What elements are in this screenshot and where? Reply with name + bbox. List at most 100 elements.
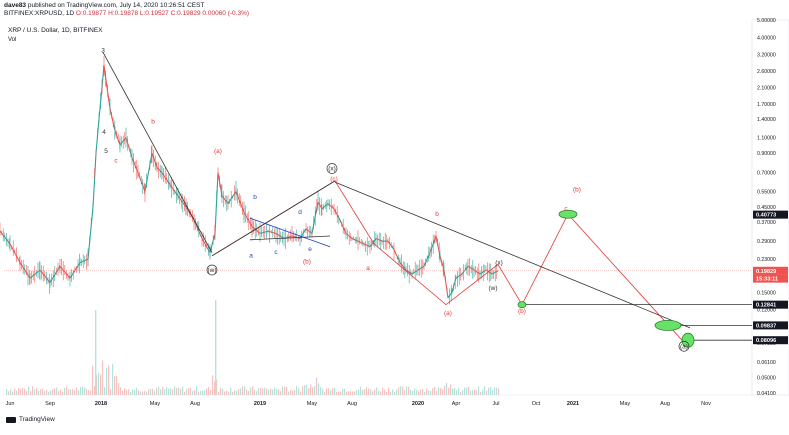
volume-bar	[196, 386, 198, 395]
price-label: 15:33:11	[756, 277, 778, 283]
volume-bar	[86, 388, 88, 395]
volume-bar	[258, 388, 260, 395]
volume-bar	[140, 391, 142, 395]
target-zone-ellipse	[654, 320, 682, 331]
tradingview-logo[interactable]: TradingView	[6, 416, 55, 423]
price-label-box	[753, 274, 788, 283]
volume-bar	[322, 388, 324, 395]
target-zone-ellipse	[517, 301, 527, 309]
volume-bar	[204, 390, 206, 395]
volume-bar	[148, 389, 150, 395]
volume-bar	[278, 389, 280, 395]
volume-bar	[242, 386, 244, 395]
volume-bar	[380, 391, 382, 395]
volume-bar	[66, 386, 68, 395]
volume-bar	[370, 389, 372, 395]
volume-bar	[68, 389, 70, 395]
volume-bar	[338, 391, 340, 395]
wave-path	[211, 180, 683, 341]
price-tick-label: 0.70000	[757, 171, 776, 177]
volume-bar	[424, 391, 426, 395]
author-name[interactable]: dave83	[4, 2, 27, 9]
volume-bar	[432, 388, 434, 395]
volume-bar	[82, 386, 84, 395]
volume-bar	[130, 391, 132, 395]
volume-bar	[162, 386, 164, 395]
volume-bar	[114, 376, 116, 395]
volume-bar	[390, 391, 392, 395]
price-axis[interactable]: 5.00000 4.00000 3.20000 2.60000 2.10000 1.700…	[753, 18, 788, 397]
price-tick-label: 0.37000	[757, 220, 776, 226]
volume-bar	[268, 389, 270, 395]
volume-bar	[48, 391, 50, 395]
volume-bar	[138, 390, 140, 395]
volume-bar	[428, 390, 430, 395]
price-segment	[169, 184, 179, 197]
volume-bar	[288, 391, 290, 395]
wave-label: c	[274, 249, 278, 256]
wave-label: (x)	[328, 166, 336, 173]
price-segment	[267, 230, 277, 235]
wave-label: 5	[104, 148, 108, 155]
time-tick-label: Apr	[452, 401, 461, 407]
volume-bar	[194, 390, 196, 395]
price-segment	[156, 166, 163, 174]
volume-bar	[212, 375, 214, 395]
volume-bar	[108, 365, 110, 395]
volume-bar	[46, 389, 48, 395]
volume-bar	[476, 390, 478, 395]
price-tick-label: 0.29000	[757, 239, 776, 245]
volume-bar	[386, 391, 388, 395]
price-segment	[161, 172, 171, 185]
volume-bar	[200, 390, 202, 395]
volume-bar	[250, 387, 252, 395]
volume-bar	[408, 386, 410, 395]
volume-label: Vol	[8, 37, 16, 43]
target-zones	[517, 209, 695, 348]
volume-bar	[84, 387, 86, 395]
time-axis[interactable]: Jun Sep 2018 May Aug 2019 May Aug 2020 Apr Jul Oct 2…	[6, 401, 712, 407]
volume-bar	[414, 388, 416, 395]
wave-label: (b)	[303, 258, 311, 265]
volume-bar	[164, 389, 166, 395]
volume-bar	[274, 387, 276, 395]
wave-label: (a)	[444, 310, 452, 317]
volume-bar	[168, 388, 170, 395]
volume-bar	[438, 387, 440, 395]
volume-bar	[116, 375, 118, 395]
volume-bar	[382, 387, 384, 395]
volume-bar	[188, 388, 190, 395]
price-tick-label: 1.10000	[757, 136, 776, 142]
ohlc-low: L:0.19527	[139, 10, 169, 17]
price-label-box	[753, 266, 788, 275]
volume-bar	[120, 387, 122, 395]
volume-bar	[234, 390, 236, 395]
volume-bar	[30, 391, 32, 395]
volume-bar	[216, 379, 218, 395]
volume-bar	[442, 389, 444, 395]
volume-bar	[100, 374, 102, 395]
volume-bar	[190, 387, 192, 395]
price-tick-label: 0.90000	[757, 151, 776, 157]
volume-bar	[202, 390, 204, 395]
volume-bar	[466, 387, 468, 395]
volume-bar	[64, 387, 66, 395]
volume-bar	[490, 387, 492, 395]
volume-bar	[280, 391, 282, 395]
wave-path	[249, 217, 331, 248]
volume-bar	[324, 391, 326, 395]
volume-bar	[264, 387, 266, 395]
volume-bar	[28, 386, 30, 395]
volume-bar	[226, 390, 228, 395]
volume-bar	[124, 388, 126, 395]
volume-bar	[10, 389, 12, 395]
wave-path	[249, 235, 331, 241]
target-zone-ellipse	[681, 332, 695, 348]
volume-bar	[486, 390, 488, 395]
volume-bar	[314, 385, 316, 395]
volume-bar	[364, 389, 366, 395]
price-axis-panel	[751, 19, 789, 396]
volume-bar	[472, 390, 474, 395]
volume-bar	[454, 387, 456, 395]
